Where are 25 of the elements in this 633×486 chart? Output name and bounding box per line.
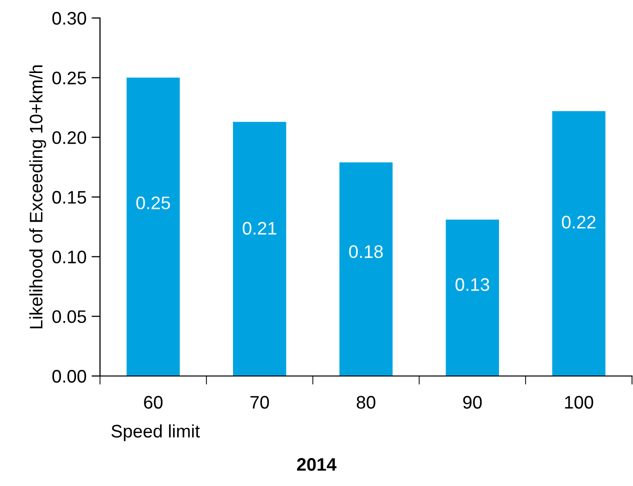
x-tick-label: 60 (144, 396, 163, 409)
y-tick-label: 0.05 (52, 310, 86, 324)
y-tick-label: 0.10 (52, 250, 86, 264)
data-label: 0.25 (136, 196, 170, 210)
y-tick-label: 0.20 (52, 131, 86, 144)
data-label: 0.21 (242, 222, 276, 235)
x-tick-label: 100 (565, 396, 594, 409)
data-label: 0.13 (456, 278, 490, 291)
text: 2014 (297, 458, 336, 471)
x-axis-title: Speed limit (111, 424, 200, 442)
x-tick-label: 70 (250, 396, 269, 409)
data-label: 0.18 (349, 245, 383, 258)
bar (339, 162, 393, 376)
y-tick-label: 0.00 (52, 370, 86, 383)
bar (233, 122, 286, 376)
bar (552, 111, 606, 376)
y-tick-label: 0.30 (52, 12, 86, 25)
bar (126, 78, 180, 376)
x-tick-label: 80 (356, 396, 376, 409)
y-tick-label: 0.25 (52, 72, 86, 84)
x-tick-label: 90 (463, 396, 482, 409)
y-tick-label: 0.15 (52, 190, 86, 204)
bar (446, 220, 499, 376)
y-axis-title: Likelihood of Exceeding 10+km/h (29, 65, 46, 328)
data-label: 0.22 (562, 216, 596, 229)
